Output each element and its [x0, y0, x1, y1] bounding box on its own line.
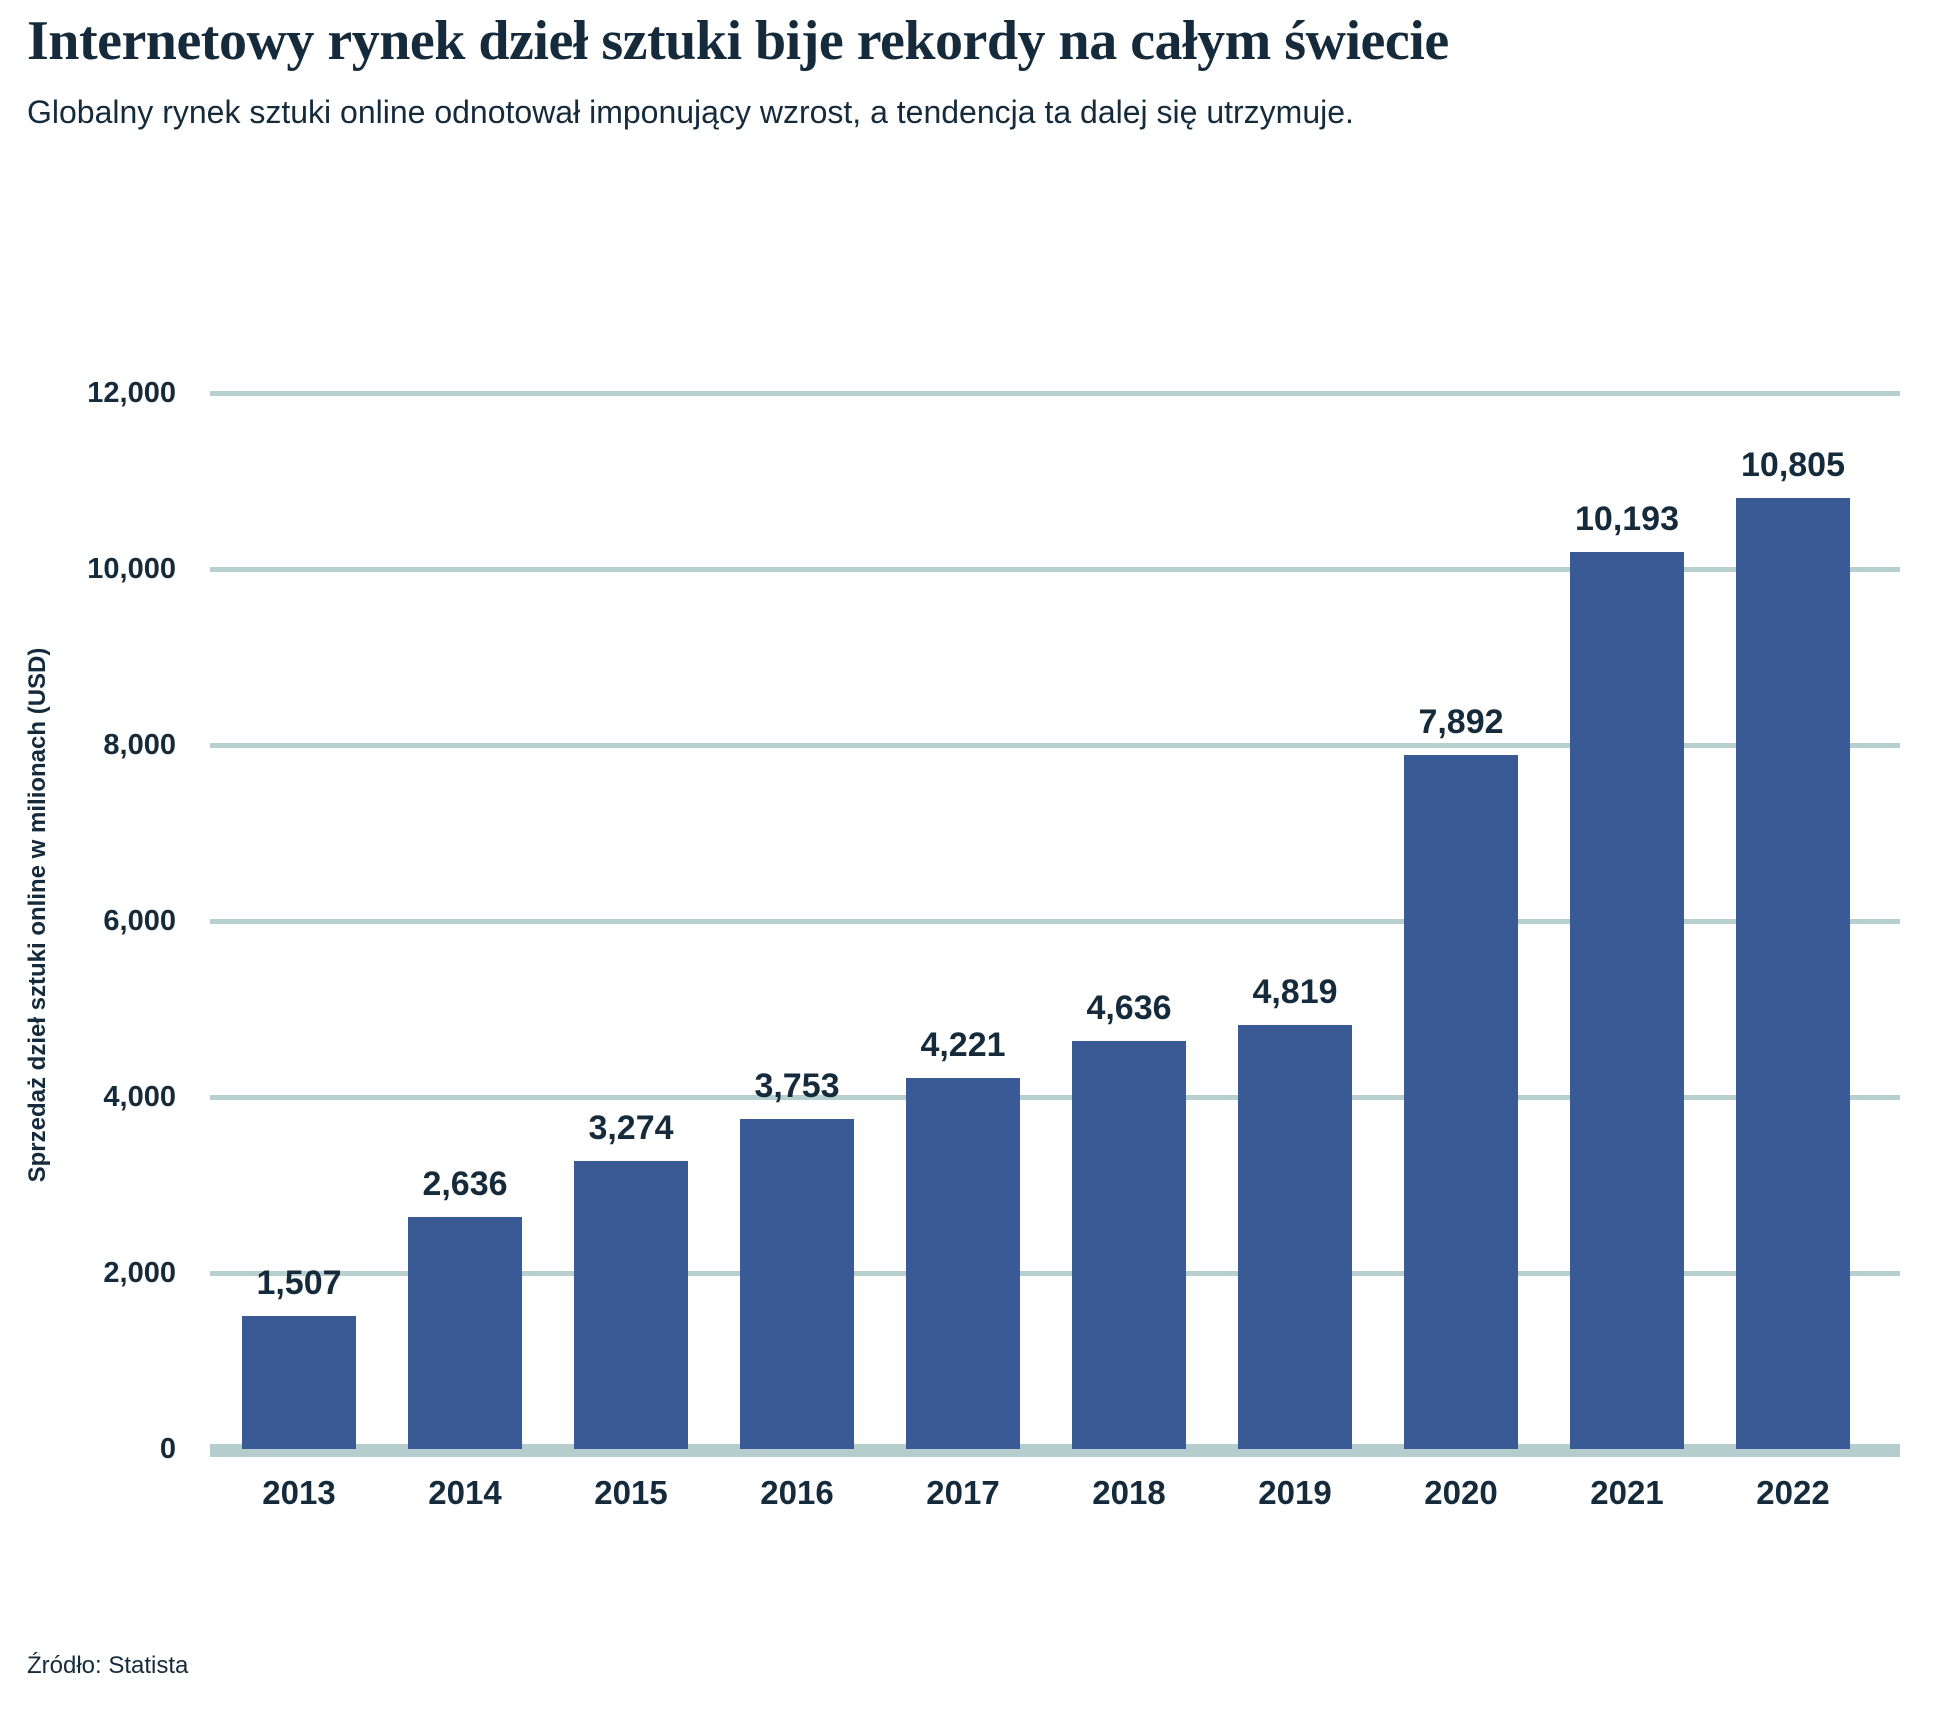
y-tick-label: 8,000: [103, 729, 176, 761]
chart-header: Internetowy rynek dzieł sztuki bije reko…: [27, 0, 1907, 132]
bar-value-label: 4,819: [1252, 972, 1338, 1011]
gridline: [210, 567, 1900, 572]
bar-value-label: 3,753: [754, 1066, 840, 1105]
bar-2014: [408, 1217, 522, 1449]
gridline: [210, 1095, 1900, 1100]
gridline: [210, 743, 1900, 748]
x-tick-label: 2015: [594, 1474, 668, 1511]
bar-2016: [740, 1118, 854, 1449]
bar-value-label: 4,221: [920, 1025, 1006, 1064]
y-tick-label: 10,000: [87, 553, 176, 585]
y-tick-label: 6,000: [103, 905, 176, 937]
bar-2022: [1736, 498, 1850, 1449]
plot-area: 12,000 10,000 8,000 6,000 4,000 2,000 0 1,507 20…: [87, 377, 1900, 1511]
bar-2021: [1570, 552, 1684, 1449]
y-tick-label: 12,000: [87, 377, 176, 409]
y-tick-label: 0: [159, 1433, 176, 1465]
bar-value-label: 7,892: [1418, 702, 1504, 741]
source-note: Źródło: Statista: [27, 1652, 189, 1679]
bar-value-label: 3,274: [588, 1108, 674, 1147]
x-tick-label: 2020: [1424, 1474, 1498, 1511]
x-tick-label: 2014: [428, 1474, 502, 1511]
gridline: [210, 391, 1900, 396]
x-tick-label: 2019: [1258, 1474, 1332, 1511]
bar-2013: [242, 1316, 356, 1449]
gridline: [210, 919, 1900, 924]
bar-value-label: 10,805: [1741, 446, 1845, 485]
x-tick-label: 2016: [760, 1474, 834, 1511]
bar-value-label: 4,636: [1086, 989, 1172, 1028]
gridline: [210, 1271, 1900, 1276]
bar-value-label: 10,193: [1575, 500, 1679, 539]
x-tick-label: 2017: [926, 1474, 1000, 1511]
x-tick-label: 2013: [262, 1474, 336, 1511]
x-tick-label: 2021: [1590, 1474, 1664, 1511]
x-tick-label: 2018: [1092, 1474, 1166, 1511]
bar-2017: [906, 1077, 1020, 1449]
bar-2015: [574, 1160, 688, 1449]
bar-2019: [1238, 1024, 1352, 1449]
bar-2018: [1072, 1041, 1186, 1449]
bar-value-label: 2,636: [422, 1165, 508, 1204]
x-tick-label: 2022: [1756, 1474, 1830, 1511]
bar-2020: [1404, 754, 1518, 1449]
y-tick-label: 4,000: [103, 1081, 176, 1113]
page-title: Internetowy rynek dzieł sztuki bije reko…: [27, 10, 1449, 72]
page-subtitle: Globalny rynek sztuki online odnotował i…: [27, 94, 1354, 130]
y-tick-label: 2,000: [103, 1257, 176, 1289]
bar-value-label: 1,507: [256, 1264, 342, 1303]
